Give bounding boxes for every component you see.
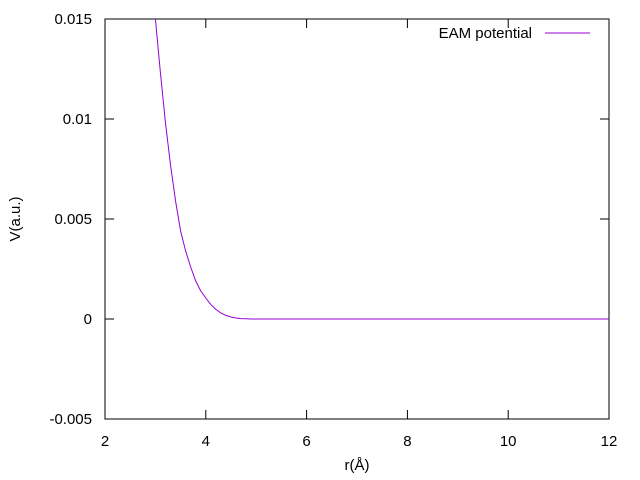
x-tick-label: 4 [202,433,210,450]
series-layer [154,18,609,320]
x-tick-label: 6 [302,433,310,450]
y-tick-label: 0.015 [54,11,92,28]
y-tick-label: 0 [84,311,92,328]
y-tick-label: 0.01 [63,111,92,128]
legend: EAM potential [439,25,590,42]
x-axis-label: r(Å) [345,457,370,474]
legend-label: EAM potential [439,25,532,42]
x-tick-label: 10 [500,433,517,450]
x-tick-label: 8 [403,433,411,450]
y-tick-label: 0.005 [54,211,92,228]
x-tick-label: 12 [601,433,618,450]
x-tick-label: 2 [101,433,109,450]
y-tick-label: -0.005 [49,411,92,428]
plot-frame [104,18,610,420]
series-line-0 [154,18,609,320]
axis-tick-labels: 2 4 6 8 10 12 -0.005 0 0.005 0.01 0.015 [49,11,617,450]
y-axis-label: V(a.u.) [7,196,24,241]
axis-ticks [104,18,610,420]
